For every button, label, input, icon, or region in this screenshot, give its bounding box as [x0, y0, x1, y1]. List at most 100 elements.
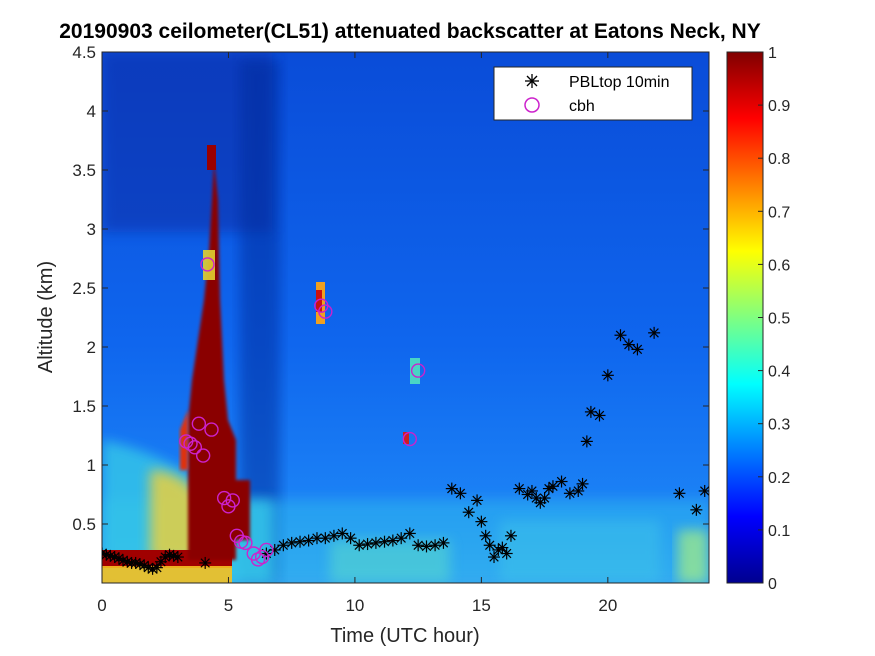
cbh-point: [259, 542, 274, 558]
pbltop-point: [378, 535, 391, 548]
pbltop-point: [513, 482, 526, 495]
pbltop-point: [546, 480, 559, 493]
y-axis: 0.5 1 1.5 2 2.5 3 3.5 4 4.5: [72, 43, 709, 534]
pbltop-point: [631, 343, 644, 356]
pbltop-point: [479, 529, 492, 542]
pbltop-point: [690, 503, 703, 516]
pbltop-point: [353, 539, 366, 552]
pbltop-point: [601, 369, 614, 382]
pbltop-point: [622, 338, 635, 351]
y-tick-label: 4.5: [72, 43, 96, 62]
pbltop-point: [648, 326, 661, 339]
cbh-point: [250, 552, 266, 567]
pbltop-point: [429, 539, 442, 552]
pbltop-point: [369, 536, 382, 549]
cbh-point: [200, 257, 215, 272]
pbltop-point: [475, 515, 488, 528]
pbltop-point: [302, 534, 315, 547]
y-tick-label: 2.5: [72, 279, 96, 298]
series-cbh: [179, 257, 426, 567]
pbltop-point: [395, 532, 408, 545]
pbltop-point: [504, 529, 517, 542]
cbh-point: [204, 422, 219, 437]
pbltop-point: [698, 484, 709, 497]
cbh-point: [191, 416, 207, 431]
pbltop-point: [403, 527, 416, 540]
x-tick-label: 20: [598, 596, 617, 615]
pbltop-point: [454, 487, 467, 500]
cbh-point: [238, 535, 253, 551]
legend-label-cbh: cbh: [569, 98, 595, 115]
y-tick-label: 1.5: [72, 397, 96, 416]
colorbar-tick-label: 0.1: [768, 523, 790, 540]
x-tick-label: 10: [345, 596, 364, 615]
legend-label-pbltop: PBLtop 10min: [569, 74, 670, 91]
x-tick-label: 0: [97, 596, 106, 615]
legend-marker-pbltop: [525, 74, 539, 88]
cbh-point: [254, 549, 270, 565]
backscatter-heatmap: [102, 52, 709, 583]
colorbar-tick-label: 0.3: [768, 417, 790, 434]
cbh-point: [216, 490, 232, 506]
pbltop-point: [563, 487, 576, 500]
y-tick-label: 1: [87, 456, 96, 475]
pbltop-point: [471, 494, 484, 507]
colorbar-ticks: 0 0.1 0.2 0.3 0.4 0.5 0.6 0.7 0.8 0.9 1: [758, 45, 790, 593]
series-pbltop: [102, 326, 709, 575]
pbltop-point: [483, 539, 496, 552]
pbltop-point: [538, 492, 551, 505]
colorbar-gradient: [727, 52, 763, 583]
colorbar: 0 0.1 0.2 0.3 0.4 0.5 0.6 0.7 0.8 0.9 1: [726, 45, 790, 593]
x-tick-label: 15: [472, 596, 491, 615]
pbltop-point: [576, 477, 589, 490]
cbh-point: [187, 440, 203, 455]
legend-box: [493, 66, 693, 121]
colorbar-tick-label: 0.5: [768, 311, 790, 328]
pbltop-point: [445, 482, 458, 495]
cbh-point: [195, 448, 211, 463]
pbltop-point: [437, 536, 450, 549]
legend-marker-cbh: [524, 97, 540, 113]
pbltop-point: [584, 405, 597, 418]
pbltop-point: [412, 539, 425, 552]
pbltop-point: [488, 551, 501, 564]
pbltop-point: [294, 535, 307, 548]
colorbar-tick-label: 0.4: [768, 364, 790, 381]
pbltop-point: [386, 534, 399, 547]
pbltop-point: [572, 484, 585, 497]
pbltop-point: [673, 487, 686, 500]
cbh-point: [410, 363, 426, 378]
plot-frame: [101, 51, 710, 584]
pbltop-point: [593, 409, 606, 422]
pbltop-point: [420, 540, 433, 553]
cbh-point: [225, 493, 240, 508]
cbh-point: [318, 304, 333, 319]
colorbar-tick-label: 0.8: [768, 151, 790, 168]
pbltop-point: [344, 532, 357, 545]
colorbar-tick-label: 0.7: [768, 204, 790, 221]
colorbar-tick-label: 0.2: [768, 470, 790, 487]
data-series: [102, 257, 709, 575]
colorbar-tick-label: 1: [768, 45, 777, 62]
pbltop-point: [614, 329, 627, 342]
pbltop-point: [525, 484, 538, 497]
y-axis-label: Altitude (km): [35, 261, 57, 373]
plot-area: [101, 51, 710, 584]
cbh-point: [183, 436, 198, 451]
x-tick-label: 5: [224, 596, 233, 615]
y-tick-label: 2: [87, 338, 96, 357]
cbh-point: [402, 431, 417, 447]
y-tick-label: 3: [87, 220, 96, 239]
colorbar-tick-label: 0.9: [768, 98, 790, 115]
colorbar-tick-label: 0.6: [768, 257, 790, 274]
x-axis: 0 5 10 15 20: [97, 52, 617, 615]
pbltop-point: [336, 527, 349, 540]
y-tick-label: 4: [87, 102, 96, 121]
colorbar-tick-label: 0: [768, 576, 777, 593]
y-tick-label: 3.5: [72, 161, 96, 180]
pbltop-point: [361, 538, 374, 551]
pbltop-point: [171, 551, 184, 564]
pbltop-point: [500, 547, 513, 560]
pbltop-point: [580, 435, 593, 448]
